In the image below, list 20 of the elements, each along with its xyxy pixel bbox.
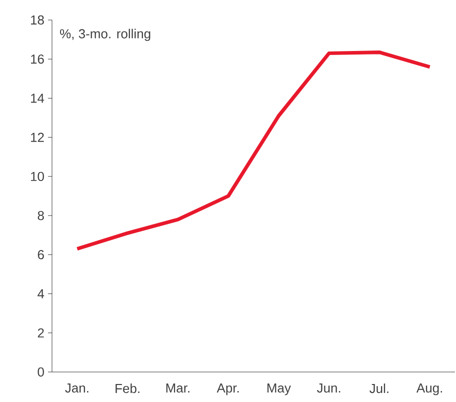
y-tick-label: 4 bbox=[38, 289, 44, 298]
y-tick-label: 18 bbox=[31, 15, 44, 25]
y-tick-label: 2 bbox=[38, 328, 44, 338]
y-tick-label: 14 bbox=[31, 94, 44, 103]
x-tick-label: Apr. bbox=[216, 384, 239, 396]
x-tick-label: Jul. bbox=[370, 384, 388, 394]
y-tick-label: 16 bbox=[31, 54, 44, 64]
y-tick-label: 0 bbox=[38, 367, 44, 377]
y-tick-label: 6 bbox=[38, 250, 44, 260]
y-tick-label: 12 bbox=[31, 132, 44, 142]
x-tick-label: Mar. bbox=[166, 384, 190, 393]
line-series bbox=[75, 50, 432, 251]
x-tick-label: Aug. bbox=[416, 384, 442, 396]
x-tick-label: Feb. bbox=[116, 384, 140, 394]
y-tick-label: 8 bbox=[38, 210, 44, 220]
x-tick-label: Jan. bbox=[65, 384, 88, 393]
y-tick-label: 10 bbox=[31, 172, 44, 182]
x-tick-label: Jun. bbox=[316, 384, 340, 393]
y-axis-title: %, 3-mo. rolling bbox=[60, 28, 150, 41]
x-tick-label: May bbox=[267, 384, 291, 396]
